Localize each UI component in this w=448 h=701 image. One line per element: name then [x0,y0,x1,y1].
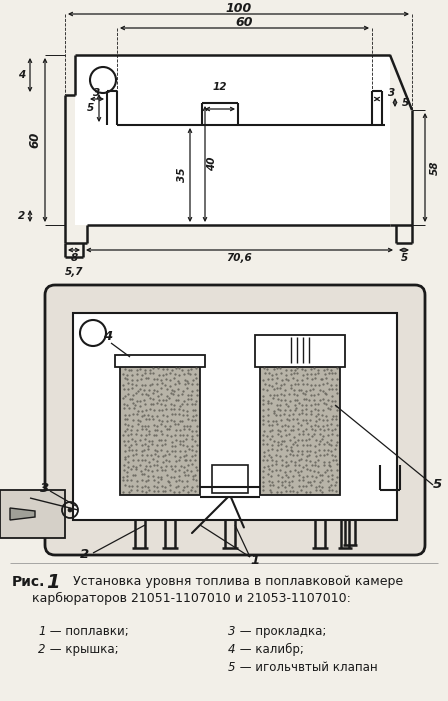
Bar [0,490,65,538]
Text: 70,6: 70,6 [227,253,252,263]
Circle shape [68,508,72,512]
Text: 2: 2 [18,211,26,221]
Text: 4: 4 [103,330,112,343]
Text: 1: 1 [46,573,60,592]
Text: 8: 8 [70,253,78,263]
Text: — крышка;: — крышка; [46,643,119,656]
Text: 2: 2 [38,643,46,656]
Text: 100: 100 [225,3,252,15]
Text: Установка уровня топлива в поплавковой камере: Установка уровня топлива в поплавковой к… [65,575,403,588]
Text: 58: 58 [430,161,440,175]
FancyBboxPatch shape [45,285,425,555]
Text: 1: 1 [250,554,260,566]
Text: 35: 35 [177,168,187,182]
Text: Рис.: Рис. [12,575,45,589]
Text: 5: 5 [432,479,442,491]
Bar [260,365,340,495]
Text: — прокладка;: — прокладка; [236,625,327,638]
Text: 5: 5 [228,661,236,674]
Text: карбюраторов 21051-1107010 и 21053-1107010:: карбюраторов 21051-1107010 и 21053-11070… [12,592,351,605]
Text: 5: 5 [86,103,94,113]
Text: 5: 5 [401,253,408,263]
Bar [255,335,345,367]
Text: 60: 60 [236,17,253,29]
Text: — игольчвтый клапан: — игольчвтый клапан [236,661,378,674]
Text: 40: 40 [207,157,217,171]
Text: — калибр;: — калибр; [236,643,304,656]
Text: 5: 5 [401,97,409,107]
Text: — поплавки;: — поплавки; [46,625,129,638]
Text: 3: 3 [388,88,396,98]
Text: 60: 60 [29,132,42,148]
Bar [120,365,200,495]
Bar [212,465,248,493]
Text: 3: 3 [40,482,50,494]
Polygon shape [10,508,35,520]
Bar [73,313,397,520]
Text: 2: 2 [80,548,90,562]
Text: 5,7: 5,7 [65,267,83,277]
Text: 3: 3 [228,625,236,638]
Text: 12: 12 [213,82,227,92]
Bar [115,355,205,367]
Text: 4: 4 [228,643,236,656]
Text: 3: 3 [93,88,101,98]
Text: 1: 1 [38,625,46,638]
Text: 4: 4 [18,70,26,80]
Bar [75,55,390,225]
